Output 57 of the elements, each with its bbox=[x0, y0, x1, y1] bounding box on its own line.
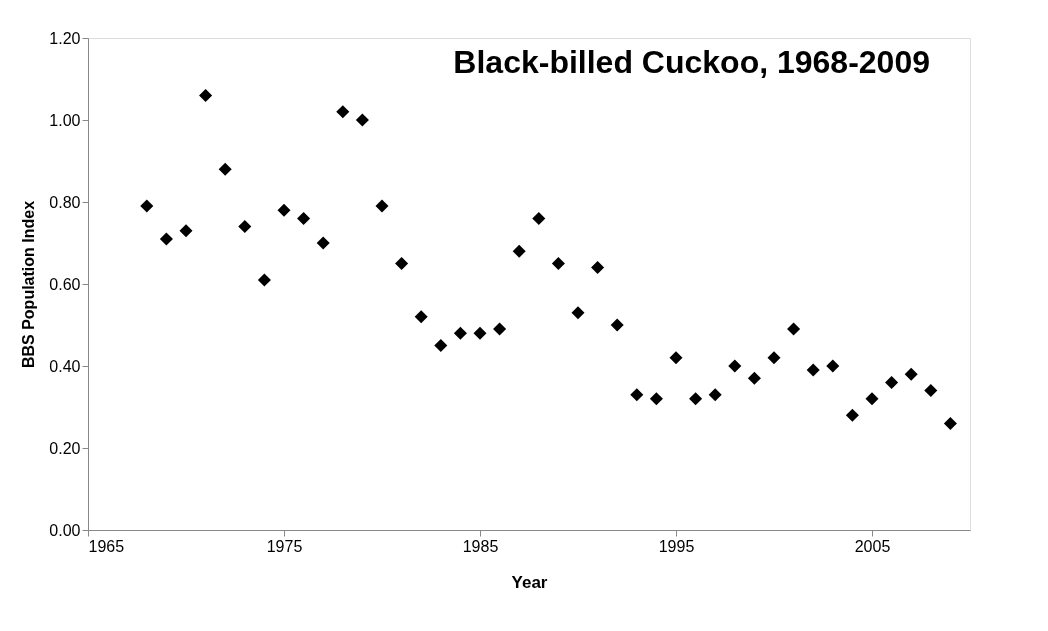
point bbox=[473, 326, 487, 340]
point bbox=[669, 351, 683, 365]
point bbox=[375, 199, 389, 213]
point bbox=[826, 359, 840, 373]
point bbox=[943, 416, 957, 430]
point bbox=[787, 322, 801, 336]
y-tick-label: 0.20 bbox=[49, 439, 81, 457]
y-tick-label: 0.60 bbox=[49, 275, 81, 293]
y-tick-label: 0.80 bbox=[49, 193, 81, 211]
point bbox=[179, 224, 193, 238]
x-tick-label: 2005 bbox=[854, 537, 891, 555]
x-tick-label: 1965 bbox=[88, 537, 125, 555]
point bbox=[453, 326, 467, 340]
point bbox=[708, 388, 722, 402]
point bbox=[355, 113, 369, 127]
point bbox=[395, 256, 409, 271]
point bbox=[238, 220, 252, 234]
point bbox=[159, 232, 173, 246]
point bbox=[924, 384, 938, 398]
x-tick-label: 1995 bbox=[658, 537, 695, 555]
point bbox=[767, 351, 781, 365]
x-axis-title: Year bbox=[511, 572, 548, 592]
y-tick-label: 1.20 bbox=[49, 29, 81, 47]
point bbox=[571, 306, 585, 320]
point bbox=[257, 273, 271, 287]
y-tick-label: 1.00 bbox=[49, 111, 81, 129]
chart-title: Black-billed Cuckoo, 1968-2009 bbox=[453, 44, 930, 80]
x-tick-label: 1975 bbox=[266, 537, 303, 555]
point bbox=[591, 261, 605, 275]
point bbox=[649, 392, 663, 406]
point bbox=[630, 388, 644, 402]
point bbox=[336, 105, 350, 119]
point bbox=[140, 199, 154, 213]
point bbox=[297, 211, 311, 225]
point bbox=[218, 162, 232, 176]
y-tick-label: 0.40 bbox=[49, 357, 81, 375]
point bbox=[747, 371, 761, 385]
point bbox=[904, 367, 918, 381]
point bbox=[414, 310, 428, 324]
y-axis-title: BBS Population Index bbox=[20, 200, 38, 369]
point bbox=[277, 203, 291, 217]
x-tick-label: 1985 bbox=[462, 537, 499, 555]
point bbox=[806, 363, 820, 377]
point bbox=[434, 338, 448, 353]
point bbox=[610, 318, 624, 332]
point bbox=[316, 236, 330, 250]
point bbox=[728, 359, 742, 373]
point bbox=[689, 392, 703, 406]
point bbox=[551, 256, 565, 271]
point bbox=[532, 211, 546, 225]
point bbox=[493, 322, 507, 336]
point bbox=[865, 392, 879, 406]
point bbox=[199, 88, 213, 102]
point bbox=[512, 244, 526, 258]
y-tick-label: 0.00 bbox=[49, 521, 81, 539]
point bbox=[845, 408, 859, 422]
point bbox=[885, 375, 899, 389]
